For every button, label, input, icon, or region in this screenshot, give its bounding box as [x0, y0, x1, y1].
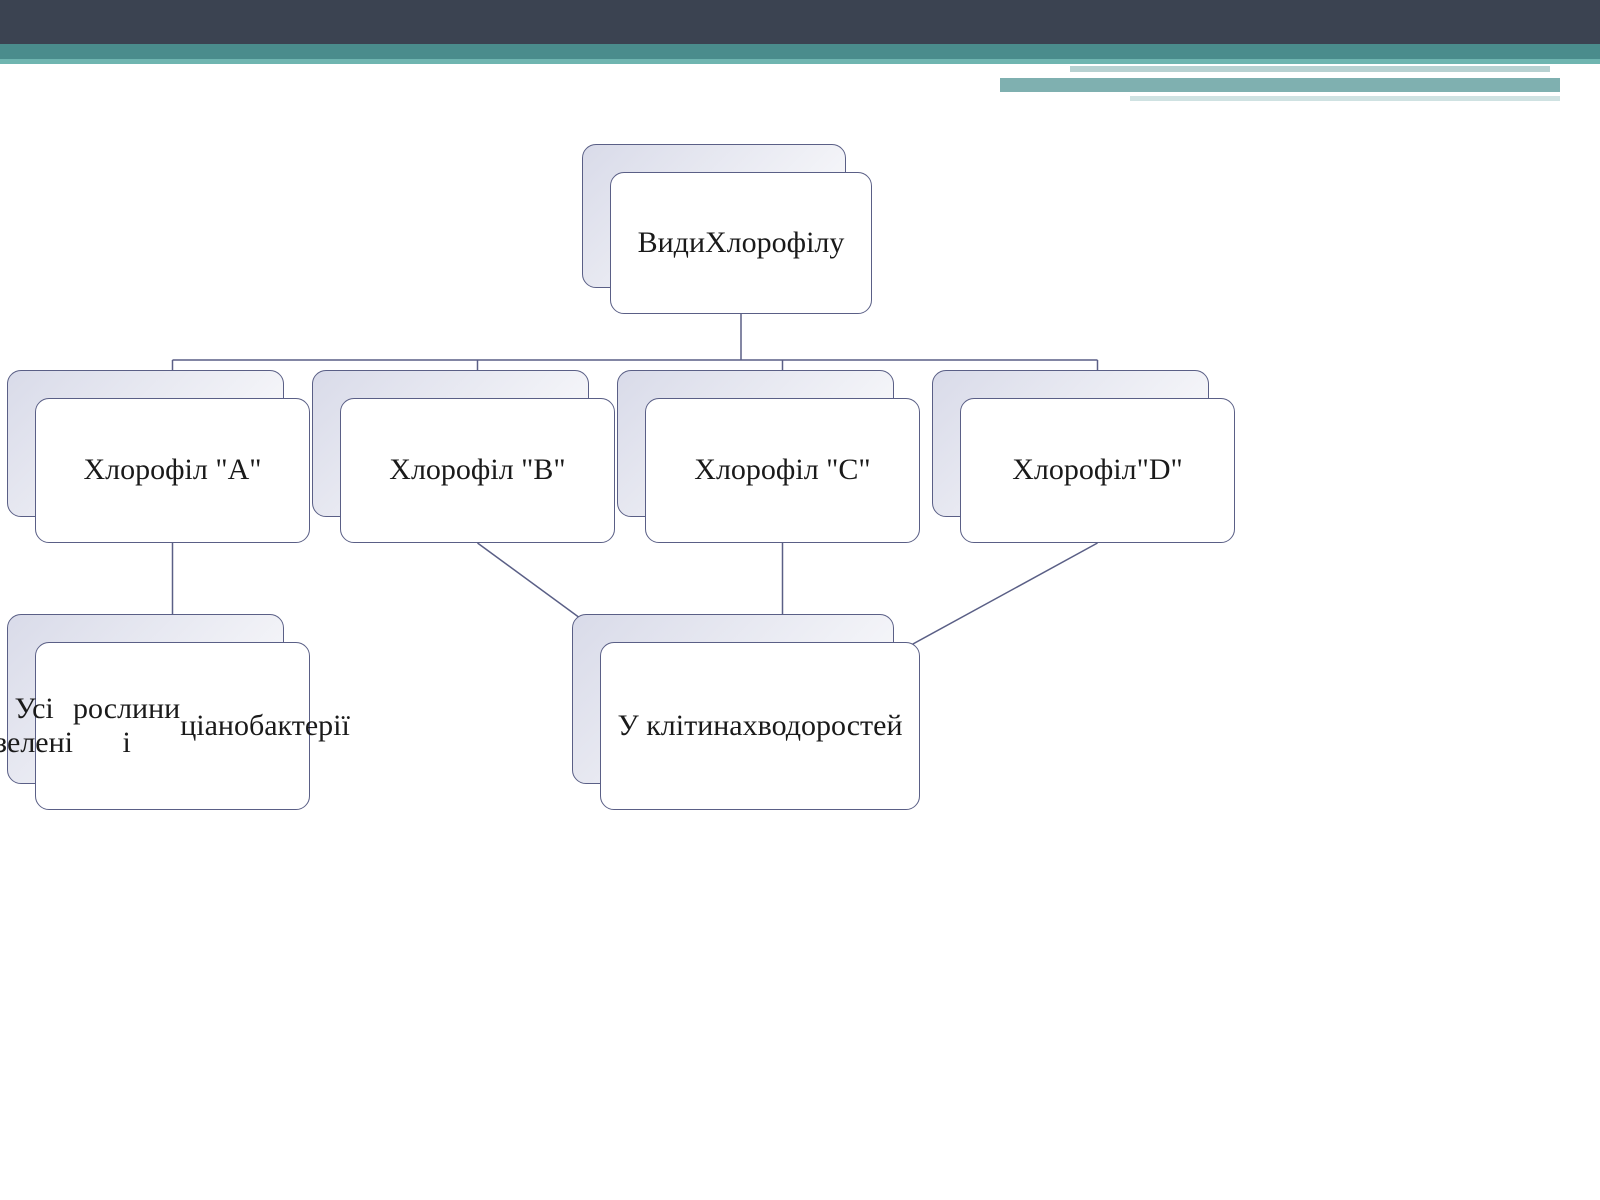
node-c-leaf-l1: У клітинах: [617, 709, 757, 744]
node-d-card: Хлорофіл"D": [960, 398, 1235, 543]
node-a-leaf-l3: ціанобактерії: [180, 709, 350, 744]
node-d-label: Хлорофіл"D": [1012, 453, 1183, 488]
node-root-label: Види: [638, 226, 705, 261]
node-root-card: ВидиХлорофілу: [610, 172, 872, 314]
node-root: ВидиХлорофілу: [582, 144, 872, 314]
node-c-leaf-l2: водоростей: [758, 709, 903, 744]
node-a-leaf-l1: Усі зелені: [0, 692, 73, 761]
node-a-card: Хлорофіл "А": [35, 398, 310, 543]
node-a-label: Хлорофіл "А": [83, 453, 261, 488]
node-a_leaf-card: Усі зеленірослини іціанобактерії: [35, 642, 310, 810]
node-b-card: Хлорофіл "В": [340, 398, 615, 543]
node-c-label: Хлорофіл "С": [694, 453, 870, 488]
node-c: Хлорофіл "С": [617, 370, 920, 543]
node-c_leaf: У клітинахводоростей: [572, 614, 920, 810]
node-b-label: Хлорофіл "В": [389, 453, 565, 488]
node-root-label2: Хлорофілу: [705, 226, 844, 261]
node-c_leaf-card: У клітинахводоростей: [600, 642, 920, 810]
node-d: Хлорофіл"D": [932, 370, 1235, 543]
node-a_leaf: Усі зеленірослини іціанобактерії: [7, 614, 310, 810]
node-c-card: Хлорофіл "С": [645, 398, 920, 543]
node-b: Хлорофіл "В": [312, 370, 615, 543]
node-a-leaf-l2: рослини і: [73, 692, 180, 761]
hierarchy-diagram: ВидиХлорофілу Хлорофіл "А" Хлорофіл "В" Хло…: [0, 0, 1600, 1200]
node-a: Хлорофіл "А": [7, 370, 310, 543]
